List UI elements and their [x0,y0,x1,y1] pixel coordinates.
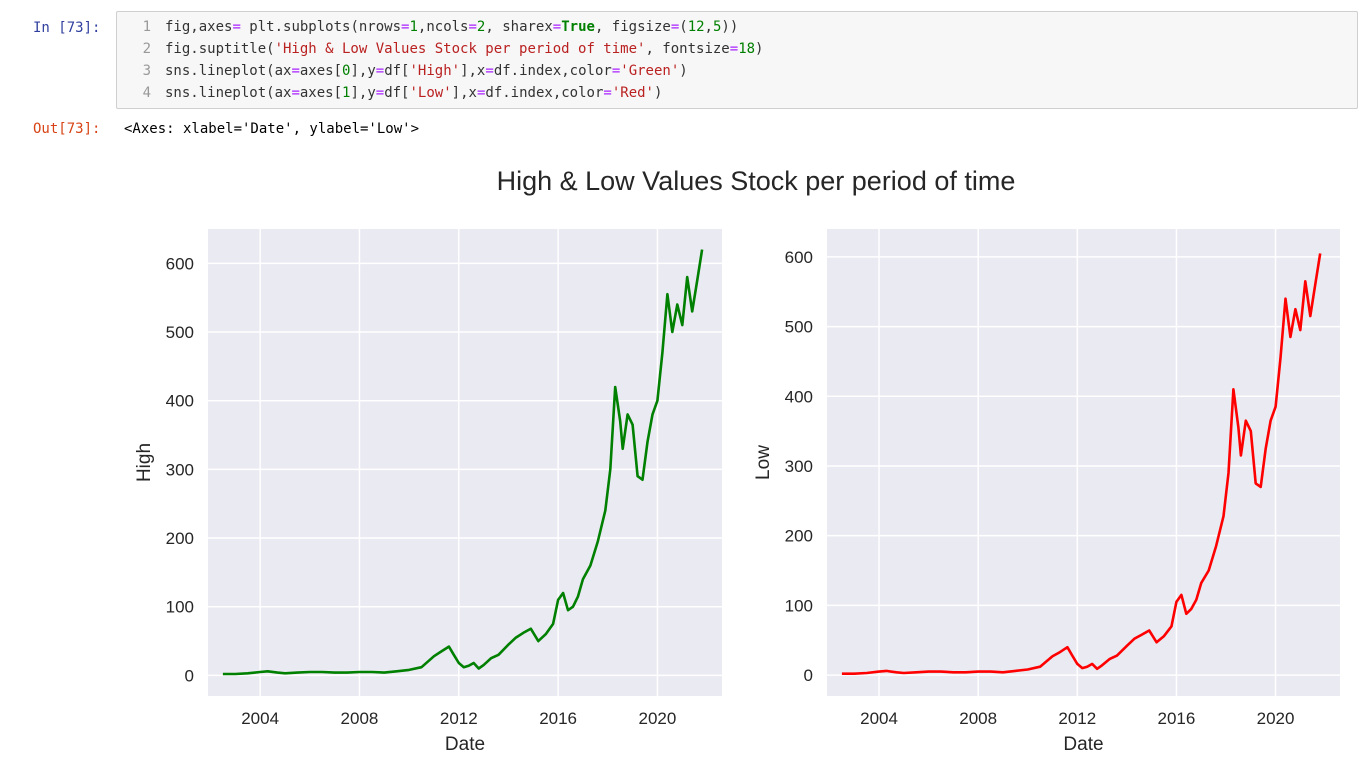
y-tick-label: 600 [785,248,813,267]
y-tick-label: 400 [166,392,194,411]
y-axis-label: Low [753,445,774,480]
x-axis-label: Date [1063,734,1103,755]
series-line [222,249,704,676]
code-line: 4 sns.lineplot(ax=axes[1],y=df['Low'],x=d… [117,82,663,104]
code-line: 2 fig.suptitle('High & Low Values Stock p… [117,38,764,60]
y-tick-label: 200 [166,529,194,548]
code-text: fig.suptitle('High & Low Values Stock pe… [165,41,764,57]
subplot-low: 0 100 200 300 400 500 600 2004 2008 2012 2016 2020 D… [753,229,1340,755]
figure: High & Low Values Stock per period of ti… [134,166,1340,755]
y-axis-label: High [134,443,155,482]
y-tick-label: 100 [785,596,813,615]
x-tick-label: 2016 [1158,709,1196,728]
line-number: 4 [142,85,151,101]
x-axis-label: Date [445,734,485,755]
y-tick-label: 0 [804,666,813,685]
subplot-high: 0 100 200 300 400 500 600 2004 2008 2012 2016 2020 D… [134,229,722,755]
code-line: 3 sns.lineplot(ax=axes[0],y=df['High'],x=… [117,60,688,82]
code-text: fig,axes= plt.subplots(nrows=1,ncols=2, … [165,19,739,35]
code-line: 1 fig,axes= plt.subplots(nrows=1,ncols=2,… [117,16,739,38]
y-tick-label: 500 [166,323,194,342]
y-tick-label: 300 [166,460,194,479]
line-number: 3 [142,63,151,79]
series-line [841,253,1322,676]
code-cell[interactable]: 1 fig,axes= plt.subplots(nrows=1,ncols=2,… [116,11,1358,109]
x-tick-label: 2008 [341,709,379,728]
y-tick-label: 300 [785,457,813,476]
x-tick-label: 2004 [860,709,898,728]
line-number: 2 [142,41,151,57]
line-number: 1 [142,19,151,35]
y-tick-label: 500 [785,318,813,337]
y-tick-label: 200 [785,527,813,546]
figure-suptitle: High & Low Values Stock per period of ti… [497,166,1016,196]
x-tick-label: 2012 [440,709,478,728]
x-tick-label: 2008 [959,709,997,728]
y-tick-label: 0 [185,666,194,685]
x-tick-label: 2020 [639,709,677,728]
input-prompt: In [73]: [33,20,101,36]
output-prompt: Out[73]: [33,121,101,137]
y-tick-label: 100 [166,598,194,617]
code-text: sns.lineplot(ax=axes[0],y=df['High'],x=d… [165,63,688,79]
x-tick-label: 2004 [241,709,279,728]
output-text: <Axes: xlabel='Date', ylabel='Low'> [124,121,420,137]
code-text: sns.lineplot(ax=axes[1],y=df['Low'],x=df… [165,85,663,101]
y-tick-label: 600 [166,254,194,273]
x-tick-label: 2020 [1257,709,1295,728]
x-tick-label: 2012 [1058,709,1096,728]
y-tick-label: 400 [785,387,813,406]
x-tick-label: 2016 [539,709,577,728]
